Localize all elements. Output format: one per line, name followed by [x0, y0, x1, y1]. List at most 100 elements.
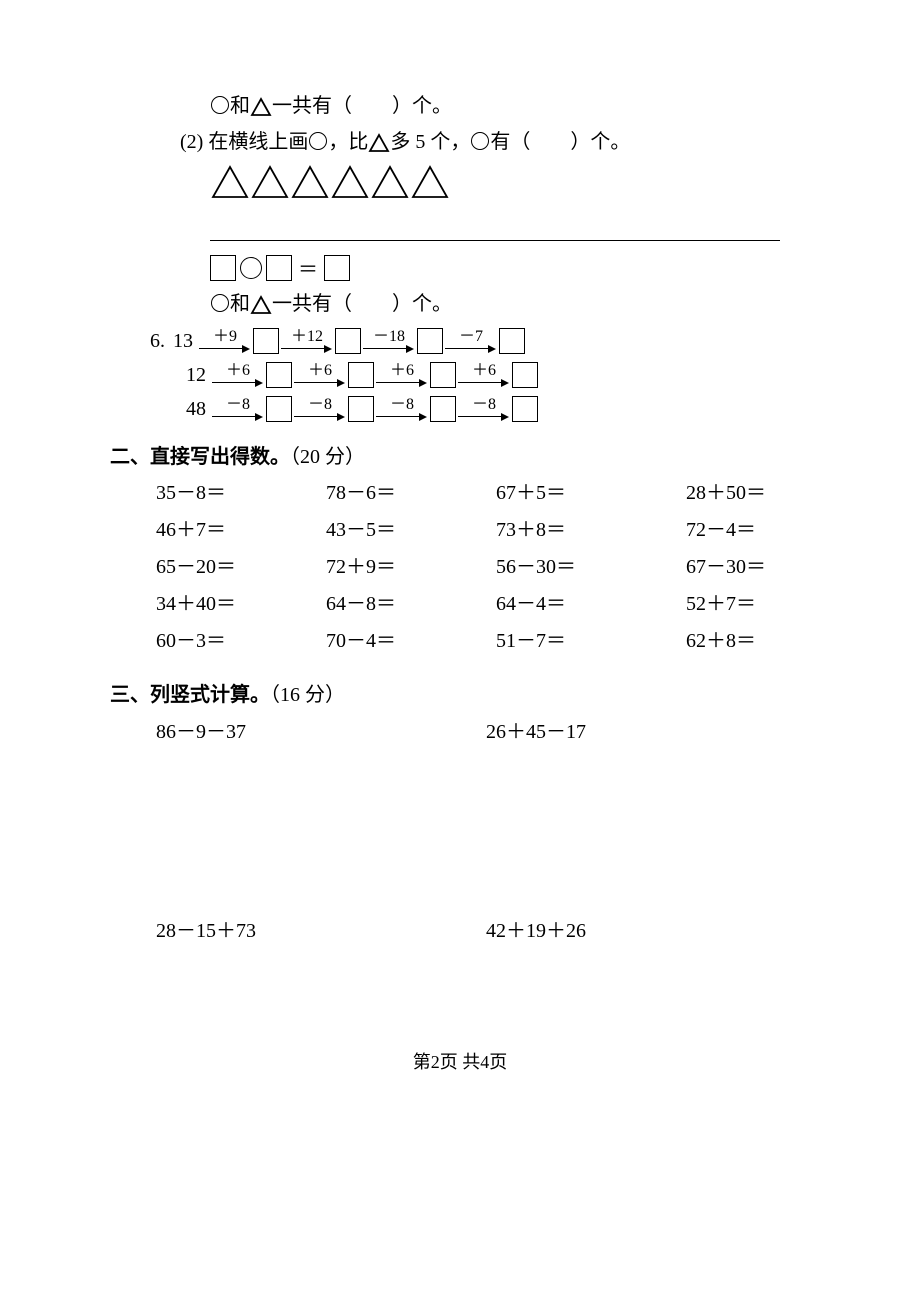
chain-start-value: 13: [165, 330, 193, 353]
triangle-icon: [368, 133, 390, 153]
vertical-cell: 28－15＋73: [156, 914, 486, 943]
mental-row: 34＋40＝64－8＝64－4＝52＋7＝: [156, 586, 810, 623]
text: 在横线上画: [208, 131, 308, 153]
chain-start-value: 12: [178, 364, 206, 387]
arrow-icon: ＋12: [279, 328, 335, 354]
blank-box[interactable]: [210, 255, 236, 281]
chain-row: 12＋6＋6＋6＋6: [150, 362, 810, 388]
arrow-icon: －8: [374, 396, 430, 422]
mental-cell: 35－8＝: [156, 475, 326, 512]
section-points: （16 分）: [270, 684, 345, 706]
blank-box[interactable]: [430, 396, 456, 422]
arrow-icon: －8: [210, 396, 266, 422]
chain-op: ＋6: [374, 356, 430, 380]
blank-box[interactable]: [253, 328, 279, 354]
blank-box[interactable]: [499, 328, 525, 354]
chain-op: －7: [443, 322, 499, 346]
vertical-calc-grid: 86－9－3726＋45－1728－15＋7342＋19＋26: [156, 715, 810, 943]
blank-box[interactable]: [417, 328, 443, 354]
chain-op: ＋6: [210, 356, 266, 380]
chain-op: ＋6: [292, 356, 348, 380]
triangle-icon: [210, 164, 250, 200]
chain-op: －18: [361, 322, 417, 346]
arrow-icon: －8: [292, 396, 348, 422]
page-content: 和一共有（）个。 (2) 在横线上画，比多 5 个，有（）个。 ＝ 和一共有（）…: [0, 0, 920, 983]
chain-op: －8: [210, 390, 266, 414]
mental-cell: 62＋8＝: [686, 623, 856, 660]
chain-op: ＋6: [456, 356, 512, 380]
blank-box[interactable]: [266, 362, 292, 388]
chain-op: ＋9: [197, 322, 253, 346]
chain-op: －8: [292, 390, 348, 414]
triangle-icon: [410, 164, 450, 200]
blank-box[interactable]: [430, 362, 456, 388]
text: ）个。: [392, 95, 452, 117]
chain-op: －8: [456, 390, 512, 414]
vertical-cell: 26＋45－17: [486, 715, 786, 744]
mental-cell: 52＋7＝: [686, 586, 856, 623]
blank-box[interactable]: [512, 362, 538, 388]
blank-box[interactable]: [324, 255, 350, 281]
arrow-icon: ＋6: [210, 362, 266, 388]
text: 有（: [490, 131, 530, 153]
chain-op: －8: [374, 390, 430, 414]
part-label: (2): [180, 131, 203, 153]
chain-row: 6. 13＋9＋12－18－7: [150, 328, 810, 354]
mental-cell: 70－4＝: [326, 623, 496, 660]
blank-box[interactable]: [335, 328, 361, 354]
blank-circle[interactable]: [240, 257, 262, 279]
vertical-cell: 42＋19＋26: [486, 914, 786, 943]
arrow-icon: －18: [361, 328, 417, 354]
q5-line1: 和一共有（ ）个。: [210, 90, 810, 122]
arrow-icon: －7: [443, 328, 499, 354]
q6-label: 6.: [150, 330, 165, 353]
mental-cell: 64－8＝: [326, 586, 496, 623]
mental-cell: 56－30＝: [496, 549, 686, 586]
mental-cell: 60－3＝: [156, 623, 326, 660]
blank-box[interactable]: [266, 255, 292, 281]
q6-chains: 6. 13＋9＋12－18－712＋6＋6＋6＋648－8－8－8－8: [110, 328, 810, 422]
text: 一共有（: [272, 95, 352, 117]
mental-cell: 51－7＝: [496, 623, 686, 660]
page-footer: 第2页 共4页: [0, 1048, 920, 1074]
arrow-icon: ＋6: [456, 362, 512, 388]
mental-cell: 78－6＝: [326, 475, 496, 512]
section-title: 二、直接写出得数。: [110, 446, 290, 468]
text: 一共有（: [272, 293, 352, 315]
mental-cell: 72－4＝: [686, 512, 856, 549]
mental-math-grid: 35－8＝78－6＝67＋5＝28＋50＝46＋7＝43－5＝73＋8＝72－4…: [156, 475, 810, 660]
mental-cell: 28＋50＝: [686, 475, 856, 512]
triangle-icon: [250, 164, 290, 200]
mental-row: 35－8＝78－6＝67＋5＝28＋50＝: [156, 475, 810, 512]
mental-cell: 34＋40＝: [156, 586, 326, 623]
mental-cell: 64－4＝: [496, 586, 686, 623]
chain-row: 48－8－8－8－8: [150, 396, 810, 422]
chain-start-value: 48: [178, 398, 206, 421]
vertical-row: 28－15＋7342＋19＋26: [156, 914, 810, 943]
mental-cell: 43－5＝: [326, 512, 496, 549]
blank-box[interactable]: [348, 362, 374, 388]
section-points: （20 分）: [290, 446, 365, 468]
triangle-icon: [370, 164, 410, 200]
text: 和: [230, 95, 250, 117]
q5-part2-prompt: (2) 在横线上画，比多 5 个，有（）个。: [180, 126, 810, 158]
arrow-icon: －8: [456, 396, 512, 422]
q5-line3: 和一共有（）个。: [210, 288, 810, 320]
circle-icon: [309, 132, 327, 150]
mental-row: 65－20＝72＋9＝56－30＝67－30＝: [156, 549, 810, 586]
text: 多 5 个，: [390, 131, 470, 153]
text: ）个。: [570, 131, 630, 153]
mental-cell: 67＋5＝: [496, 475, 686, 512]
mental-cell: 73＋8＝: [496, 512, 686, 549]
blank-box[interactable]: [512, 396, 538, 422]
blank-box[interactable]: [348, 396, 374, 422]
mental-cell: 67－30＝: [686, 549, 856, 586]
triangle-icon: [330, 164, 370, 200]
section-title: 三、列竖式计算。: [110, 684, 270, 706]
blank-box[interactable]: [266, 396, 292, 422]
circle-icon: [471, 132, 489, 150]
answer-blank-line[interactable]: [210, 213, 780, 241]
equals-sign: ＝: [298, 253, 318, 282]
mental-cell: 72＋9＝: [326, 549, 496, 586]
text: 和: [230, 293, 250, 315]
